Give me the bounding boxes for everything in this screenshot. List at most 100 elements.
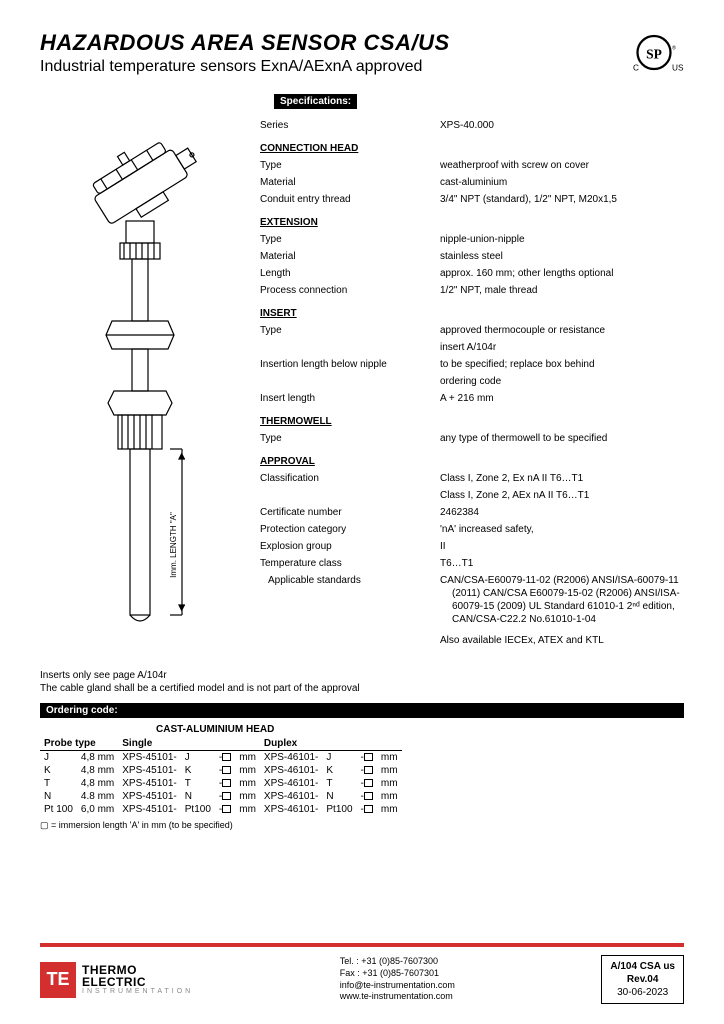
spec-label: Material — [260, 248, 440, 265]
spec-value: 'nA' increased safety, — [440, 521, 684, 538]
cell-probe-type: K — [40, 764, 77, 777]
cell-duplex-tc: K — [322, 764, 356, 777]
cell-mm: mm — [235, 803, 260, 816]
contact-tel: Tel. : +31 (0)85-7607300 — [340, 956, 455, 968]
spec-value: A + 216 mm — [440, 390, 684, 407]
spec-label: Type — [260, 157, 440, 174]
spec-label: Protection category — [260, 521, 440, 538]
table-row: Pt 1006,0 mmXPS-45101-Pt100-mmXPS-46101-… — [40, 803, 402, 816]
ordering-legend: ▢ = immersion length 'A' in mm (to be sp… — [40, 820, 684, 831]
spec-label: Certificate number — [260, 504, 440, 521]
specifications-heading: Specifications: — [274, 94, 357, 109]
cell-duplex-code: XPS-46101- — [260, 751, 322, 765]
contact-email: info@te-instrumentation.com — [340, 980, 455, 992]
spec-label: Material — [260, 174, 440, 191]
spec-value: stainless steel — [440, 248, 684, 265]
spec-heading: THERMOWELL — [260, 407, 684, 430]
note-line: Inserts only see page A/104r — [40, 669, 684, 682]
ordering-table: Probe type Single Duplex J4,8 mmXPS-4510… — [40, 737, 402, 816]
cell-duplex-code: XPS-46101- — [260, 803, 322, 816]
table-row: T4,8 mmXPS-45101-T-mmXPS-46101-T-mm — [40, 777, 402, 790]
spec-label: Type — [260, 430, 440, 447]
cell-probe-dia: 4,8 mm — [77, 764, 118, 777]
spec-value: T6…T1 — [440, 555, 684, 572]
cell-duplex-code: XPS-46101- — [260, 790, 322, 803]
spec-value: to be specified; replace box behind — [440, 356, 684, 373]
spec-label: Temperature class — [260, 555, 440, 572]
spec-heading: APPROVAL — [260, 447, 684, 470]
ordering-subheading: CAST-ALUMINIUM HEAD — [156, 724, 684, 735]
cell-single-code: XPS-45101- — [118, 764, 180, 777]
spec-value: Class I, Zone 2, Ex nA II T6…T1 — [440, 470, 684, 487]
cell-probe-type: T — [40, 777, 77, 790]
cell-mm: mm — [235, 790, 260, 803]
cell-mm: mm — [377, 803, 402, 816]
cell-single-tc: J — [181, 751, 215, 765]
cell-duplex-code: XPS-46101- — [260, 764, 322, 777]
spec-label: Insert length — [260, 390, 440, 407]
cell-box: - — [215, 803, 235, 816]
cell-mm: mm — [235, 777, 260, 790]
spec-label: Type — [260, 231, 440, 248]
spec-value: CAN/CSA-E60079-11-02 (R2006) ANSI/ISA-60… — [440, 572, 684, 628]
spec-label: Type — [260, 322, 440, 339]
cell-duplex-code: XPS-46101- — [260, 777, 322, 790]
page-header: HAZARDOUS AREA SENSOR CSA/US Industrial … — [40, 30, 684, 76]
cell-single-code: XPS-45101- — [118, 777, 180, 790]
spec-value: 3/4" NPT (standard), 1/2" NPT, M20x1,5 — [440, 191, 684, 208]
spec-label: Length — [260, 265, 440, 282]
spec-label: Classification — [260, 470, 440, 487]
cell-probe-type: Pt 100 — [40, 803, 77, 816]
svg-text:Imm. LENGTH "A": Imm. LENGTH "A" — [169, 512, 178, 578]
spec-value: nipple-union-nipple — [440, 231, 684, 248]
cell-probe-type: N — [40, 790, 77, 803]
spec-heading: EXTENSION — [260, 208, 684, 231]
col-header: Single — [118, 737, 260, 751]
spec-value: insert A/104r — [440, 339, 684, 356]
spec-value: cast-aluminium — [440, 174, 684, 191]
ordering-heading: Ordering code: — [40, 703, 684, 718]
cell-mm: mm — [235, 764, 260, 777]
cell-duplex-tc: Pt100 — [322, 803, 356, 816]
company-logo: TE THERMO ELECTRIC INSTRUMENTATION — [40, 962, 193, 998]
table-row: K4,8 mmXPS-45101-K-mmXPS-46101-K-mm — [40, 764, 402, 777]
page-subtitle: Industrial temperature sensors ExnA/AExn… — [40, 58, 684, 76]
document-info-box: A/104 CSA us Rev.04 30-06-2023 — [601, 955, 684, 1004]
cell-single-tc: T — [181, 777, 215, 790]
spec-value: weatherproof with screw on cover — [440, 157, 684, 174]
page-footer: TE THERMO ELECTRIC INSTRUMENTATION Tel. … — [40, 943, 684, 1004]
doc-rev: Rev.04 — [610, 973, 675, 986]
spec-label: Series — [260, 115, 440, 134]
cell-probe-dia: 4,8 mm — [77, 751, 118, 765]
spec-label: Process connection — [260, 282, 440, 299]
spec-value: ordering code — [440, 373, 684, 390]
logo-mark: TE — [40, 962, 76, 998]
svg-text:US: US — [672, 64, 684, 73]
logo-text-line: ELECTRIC — [82, 976, 193, 988]
cell-probe-type: J — [40, 751, 77, 765]
spec-value: 1/2" NPT, male thread — [440, 282, 684, 299]
col-header: Duplex — [260, 737, 402, 751]
cell-single-tc: N — [181, 790, 215, 803]
spec-value: approved thermocouple or resistance — [440, 322, 684, 339]
spec-label: Conduit entry thread — [260, 191, 440, 208]
doc-id: A/104 CSA us — [610, 960, 675, 973]
cell-single-code: XPS-45101- — [118, 803, 180, 816]
sensor-diagram: Imm. LENGTH "A" — [40, 115, 240, 649]
spec-value: approx. 160 mm; other lengths optional — [440, 265, 684, 282]
cell-mm: mm — [377, 764, 402, 777]
spec-heading: INSERT — [260, 299, 684, 322]
cell-probe-dia: 6,0 mm — [77, 803, 118, 816]
cell-probe-dia: 4.8 mm — [77, 790, 118, 803]
spec-value: 2462384 — [440, 504, 684, 521]
csa-logo: SP C US ® — [624, 30, 684, 81]
cell-single-code: XPS-45101- — [118, 790, 180, 803]
cell-mm: mm — [377, 790, 402, 803]
main-content-row: Imm. LENGTH "A" SeriesXPS-40.000 CONNECT… — [40, 115, 684, 649]
cell-mm: mm — [377, 751, 402, 765]
cell-box: - — [215, 764, 235, 777]
specifications-column: SeriesXPS-40.000 CONNECTION HEAD Typewea… — [260, 115, 684, 649]
cell-probe-dia: 4,8 mm — [77, 777, 118, 790]
contact-web: www.te-instrumentation.com — [340, 991, 455, 1003]
cell-single-tc: K — [181, 764, 215, 777]
